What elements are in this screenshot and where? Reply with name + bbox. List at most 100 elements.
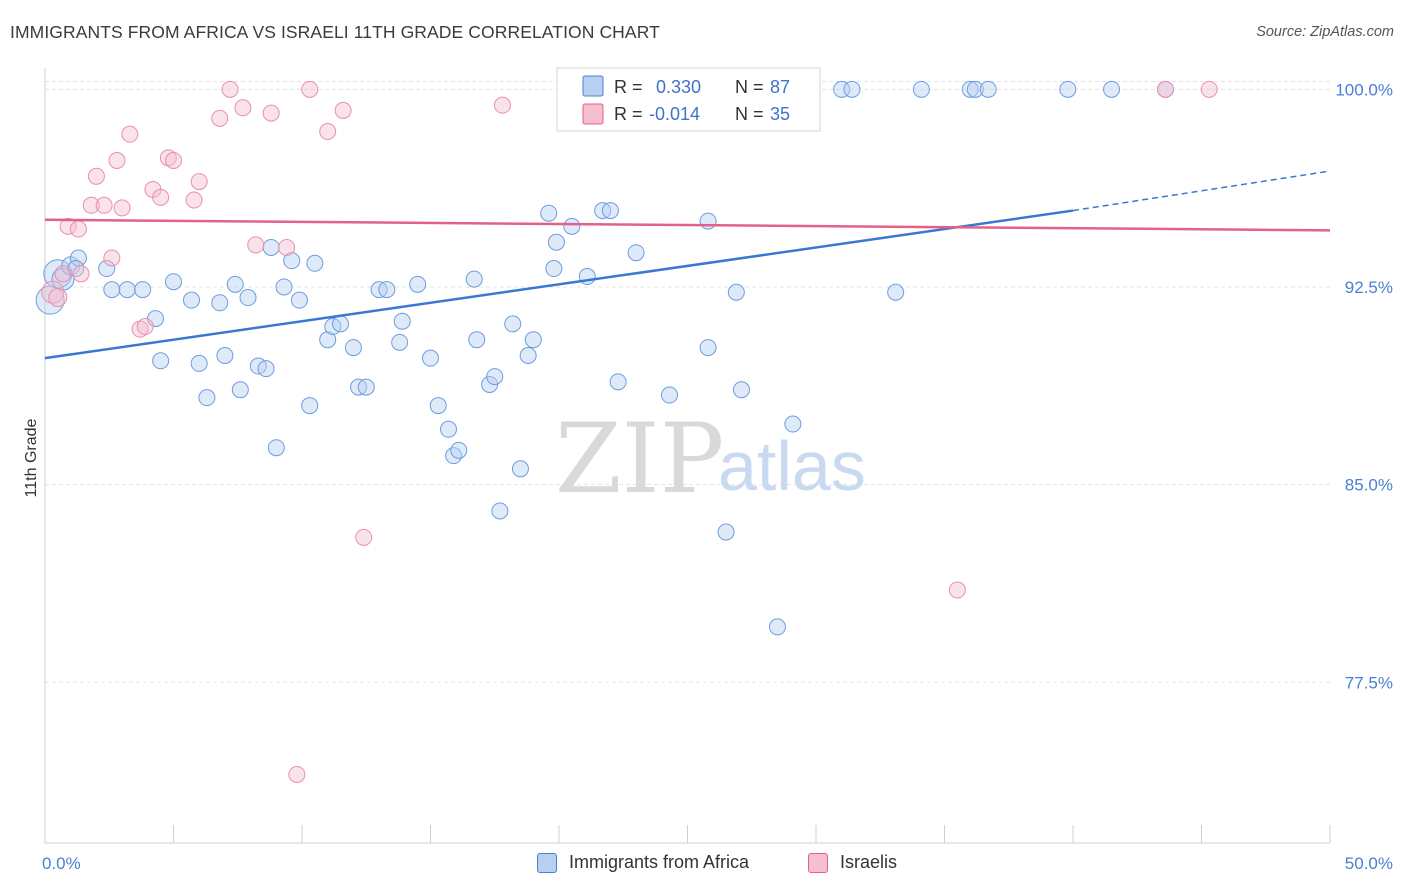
point-immigrants-from-africa <box>445 447 463 465</box>
point-immigrants-from-africa <box>699 339 717 357</box>
point-israelis <box>41 280 65 304</box>
point-israelis <box>121 125 139 143</box>
point-immigrants-from-africa <box>98 260 116 278</box>
point-immigrants-from-africa <box>239 289 257 307</box>
point-israelis <box>95 196 113 214</box>
point-israelis <box>211 109 229 127</box>
point-immigrants-from-africa <box>118 281 136 299</box>
point-immigrants-from-africa <box>267 439 285 457</box>
top-legend: R = 0.330 N = 87 R = -0.014 N = 35 <box>556 67 821 132</box>
point-israelis <box>152 188 170 206</box>
point-immigrants-from-africa <box>409 275 427 293</box>
point-immigrants-from-africa <box>344 339 362 357</box>
point-immigrants-from-africa <box>165 273 182 291</box>
watermark-atlas: atlas <box>718 427 866 505</box>
point-israelis <box>59 217 77 235</box>
point-immigrants-from-africa <box>357 378 375 396</box>
point-israelis <box>54 265 72 283</box>
trend-line-immigrants <box>44 209 1074 360</box>
point-israelis <box>262 104 280 122</box>
trend-line-israelis <box>44 218 1331 232</box>
y-axis-label: 11th Grade <box>23 418 40 497</box>
point-immigrants-from-africa <box>393 312 411 330</box>
point-israelis <box>1157 80 1175 98</box>
point-immigrants-from-africa <box>35 285 65 315</box>
point-israelis <box>69 220 87 238</box>
point-immigrants-from-africa <box>961 80 979 98</box>
point-immigrants-from-africa <box>439 420 457 438</box>
point-immigrants-from-africa <box>540 204 558 222</box>
point-immigrants-from-africa <box>563 217 581 235</box>
point-immigrants-from-africa <box>768 618 786 636</box>
point-israelis <box>221 80 239 98</box>
y-tick-label: 85.0% <box>1345 476 1393 495</box>
point-immigrants-from-africa <box>391 333 409 351</box>
legend-n-label-blue: N = <box>735 77 764 97</box>
legend-r-value-blue: 0.330 <box>656 77 701 97</box>
point-israelis <box>72 265 90 283</box>
point-immigrants-from-africa <box>422 349 439 367</box>
point-immigrants-from-africa <box>661 386 679 404</box>
point-israelis <box>1200 80 1218 98</box>
point-israelis <box>87 167 105 185</box>
point-immigrants-from-africa <box>306 254 324 272</box>
point-israelis <box>334 101 352 119</box>
point-immigrants-from-africa <box>301 397 319 415</box>
legend-swatch-israelis-icon <box>808 852 828 873</box>
point-immigrants-from-africa <box>732 381 750 399</box>
point-immigrants-from-africa <box>134 281 152 299</box>
point-immigrants-from-africa <box>103 281 121 299</box>
point-immigrants-from-africa <box>182 291 200 309</box>
point-israelis <box>493 96 511 114</box>
point-immigrants-from-africa <box>784 415 802 433</box>
point-israelis <box>48 288 68 308</box>
legend-n-label-pink: N = <box>735 104 764 124</box>
point-immigrants-from-africa <box>491 502 509 520</box>
point-israelis <box>948 581 966 599</box>
point-israelis <box>108 152 126 169</box>
point-immigrants-from-africa <box>979 80 997 98</box>
point-immigrants-from-africa <box>468 331 486 349</box>
legend-label-israelis: Israelis <box>840 852 898 872</box>
point-israelis <box>82 196 100 214</box>
point-immigrants-from-africa <box>290 291 308 309</box>
point-immigrants-from-africa <box>887 283 905 301</box>
point-immigrants-from-africa <box>319 331 337 349</box>
trend-line-immigrants-extension <box>1072 170 1331 212</box>
point-immigrants-from-africa <box>226 275 244 293</box>
point-israelis <box>190 173 208 191</box>
point-israelis <box>301 80 319 98</box>
legend-r-value-pink: -0.014 <box>649 104 700 124</box>
point-israelis <box>247 236 265 254</box>
point-immigrants-from-africa <box>966 80 984 98</box>
point-immigrants-from-africa <box>524 331 542 349</box>
point-immigrants-from-africa <box>727 283 745 301</box>
legend-label-immigrants: Immigrants from Africa <box>569 852 750 872</box>
legend-swatch-immigrants-icon <box>537 852 557 873</box>
point-immigrants-from-africa <box>486 368 504 386</box>
point-immigrants-from-africa <box>504 315 522 333</box>
point-israelis <box>131 320 149 338</box>
series-israelis <box>41 80 1218 783</box>
point-immigrants-from-africa <box>231 381 249 399</box>
point-immigrants-from-africa <box>609 373 627 391</box>
source-label: Source: ZipAtlas.com <box>1256 24 1394 40</box>
legend-n-value-pink: 35 <box>770 104 790 124</box>
point-immigrants-from-africa <box>378 281 396 299</box>
point-immigrants-from-africa <box>465 270 483 288</box>
point-israelis <box>159 149 177 167</box>
point-immigrants-from-africa <box>211 294 229 312</box>
point-israelis <box>319 123 337 141</box>
point-israelis <box>288 765 306 783</box>
point-immigrants-from-africa <box>912 80 930 98</box>
point-immigrants-from-africa <box>262 238 280 256</box>
point-immigrants-from-africa <box>545 260 563 278</box>
point-immigrants-from-africa <box>152 352 170 370</box>
point-immigrants-from-africa <box>717 523 735 541</box>
point-immigrants-from-africa <box>43 259 73 289</box>
trend-lines <box>44 170 1331 360</box>
point-immigrants-from-africa <box>450 441 468 459</box>
point-immigrants-from-africa <box>1059 80 1077 98</box>
point-immigrants-from-africa <box>190 354 208 372</box>
